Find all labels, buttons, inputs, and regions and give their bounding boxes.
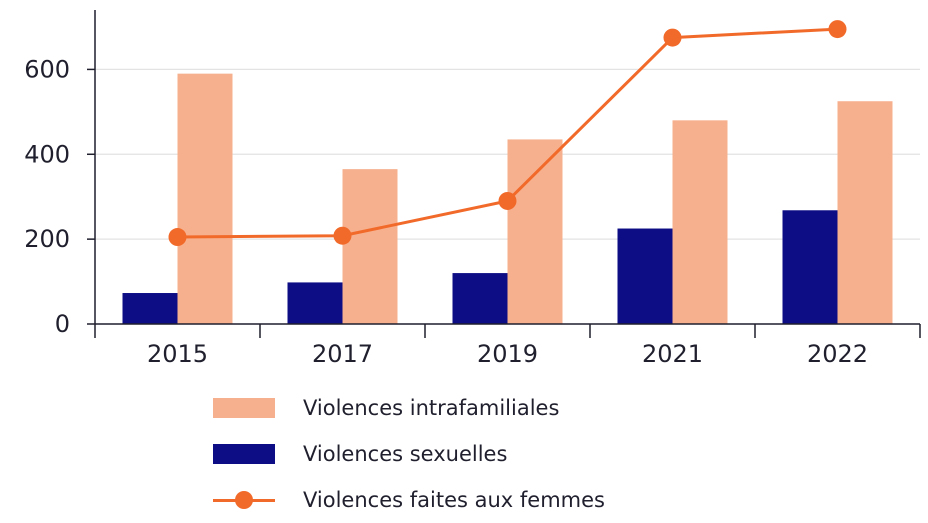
bar-intrafamiliales-2021 — [672, 120, 728, 324]
legend-label-femmes: Violences faites aux femmes — [303, 488, 605, 512]
bar-sexuelles-2022 — [782, 210, 838, 324]
x-tick-label-2021: 2021 — [642, 340, 703, 368]
legend-item-sexuelles: Violences sexuelles — [213, 431, 913, 477]
x-tick-label-2015: 2015 — [147, 340, 208, 368]
chart-svg: 0 200 400 600 2015 2017 2019 2021 2022 — [24, 10, 921, 368]
bar-intrafamiliales-2019 — [507, 139, 563, 324]
axes — [87, 10, 921, 338]
line-series — [168, 20, 847, 247]
point-violences-femmes-2015 — [168, 228, 187, 247]
legend-bar-swatch-intrafamiliales — [213, 398, 275, 418]
legend-swatch-femmes — [213, 490, 275, 510]
x-tick-label-2019: 2019 — [477, 340, 538, 368]
legend-item-intrafamiliales: Violences intrafamiliales — [213, 385, 913, 431]
legend-swatch-intrafamiliales — [213, 398, 275, 418]
bar-sexuelles-2017 — [287, 282, 343, 324]
point-violences-femmes-2022 — [828, 20, 847, 39]
bar-sexuelles-2021 — [617, 228, 673, 324]
legend-dot-swatch-femmes — [235, 491, 253, 509]
x-tick-label-2017: 2017 — [312, 340, 373, 368]
bar-intrafamiliales-2017 — [342, 169, 398, 324]
bar-intrafamiliales-2022 — [837, 101, 893, 324]
point-violences-femmes-2019 — [498, 191, 517, 210]
point-violences-femmes-2021 — [663, 28, 682, 47]
bar-intrafamiliales-2015 — [177, 73, 233, 324]
bars — [122, 73, 893, 324]
bar-sexuelles-2019 — [452, 273, 508, 324]
legend-bar-swatch-sexuelles — [213, 444, 275, 464]
legend-item-femmes: Violences faites aux femmes — [213, 477, 913, 523]
chart-area: 0 200 400 600 2015 2017 2019 2021 2022 — [24, 10, 921, 368]
y-tick-label: 600 — [24, 55, 70, 83]
y-tick-label: 0 — [55, 310, 70, 338]
y-tick-label: 400 — [24, 140, 70, 168]
point-violences-femmes-2017 — [333, 226, 352, 245]
x-tick-label-2022: 2022 — [807, 340, 868, 368]
y-tick-label: 200 — [24, 225, 70, 253]
tick-labels: 0 200 400 600 2015 2017 2019 2021 2022 — [24, 55, 868, 368]
legend-label-intrafamiliales: Violences intrafamiliales — [303, 396, 560, 420]
legend: Violences intrafamiliales Violences sexu… — [213, 385, 913, 523]
legend-swatch-sexuelles — [213, 444, 275, 464]
bar-sexuelles-2015 — [122, 293, 178, 324]
legend-label-sexuelles: Violences sexuelles — [303, 442, 508, 466]
